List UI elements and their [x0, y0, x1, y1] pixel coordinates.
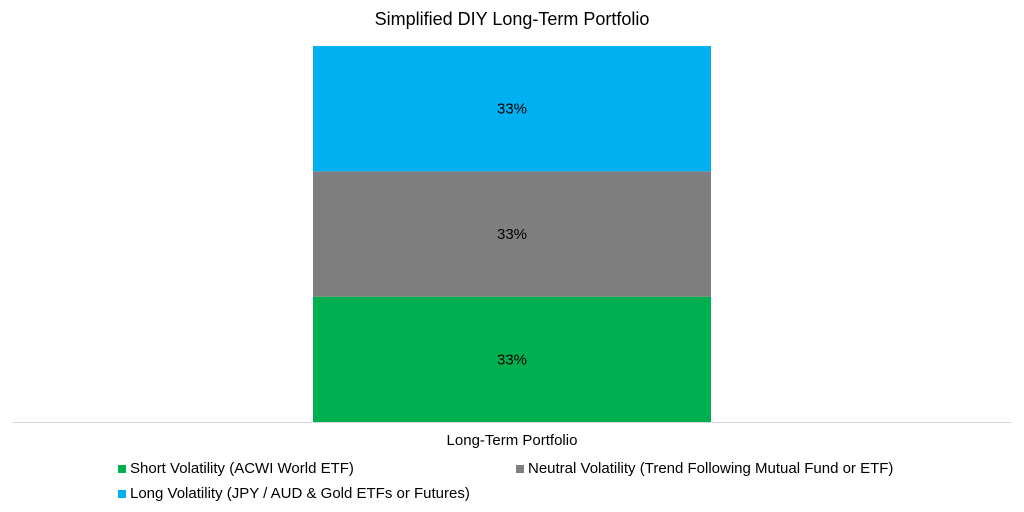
bar-segment-0	[313, 296, 711, 422]
bar-segment-2	[313, 46, 711, 172]
x-tick-label: Long-Term Portfolio	[446, 432, 578, 449]
chart-title: Simplified DIY Long-Term Portfolio	[374, 9, 650, 29]
legend-item-neutral-volatility: Neutral Volatility (Trend Following Mutu…	[516, 460, 893, 477]
legend-label: Long Volatility (JPY / AUD & Gold ETFs o…	[130, 485, 470, 502]
data-label: 33%	[497, 351, 527, 368]
bar-segment-1	[313, 171, 711, 297]
legend-item-long-volatility: Long Volatility (JPY / AUD & Gold ETFs o…	[118, 485, 470, 502]
legend-item-short-volatility: Short Volatility (ACWI World ETF)	[118, 460, 354, 477]
legend-swatch	[118, 489, 126, 498]
legend-swatch	[118, 464, 126, 473]
legend-label: Neutral Volatility (Trend Following Mutu…	[528, 460, 894, 477]
legend-label: Short Volatility (ACWI World ETF)	[130, 460, 354, 477]
data-label: 33%	[497, 226, 527, 243]
legend-swatch	[516, 464, 524, 473]
data-label: 33%	[497, 101, 527, 118]
